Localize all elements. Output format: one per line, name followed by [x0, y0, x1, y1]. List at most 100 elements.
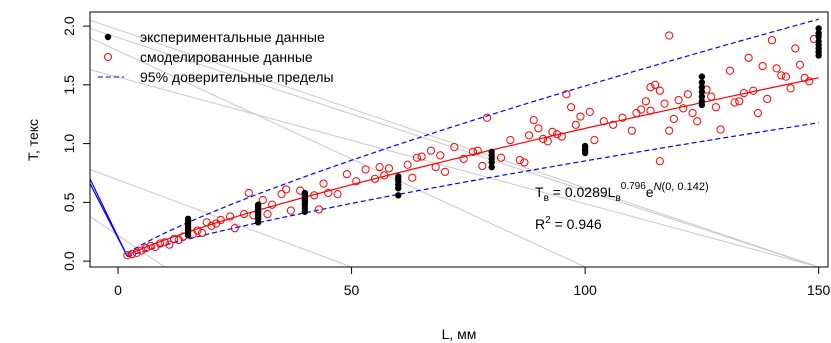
simulated-point-19: [216, 215, 225, 225]
simulated-point-72: [571, 120, 580, 129]
simulated-point-26: [263, 210, 272, 219]
simulated-point-33: [314, 205, 323, 214]
simulated-point-75: [590, 135, 599, 145]
fit-curve: [127, 77, 819, 256]
experimental-point-41: [698, 93, 706, 100]
simulated-point-88: [669, 114, 678, 124]
simulated-point-65: [538, 134, 548, 144]
legend-marker-simulated: [104, 53, 112, 61]
simulated-point-68: [552, 130, 562, 139]
y-tick-label-3: 1.5: [61, 75, 77, 95]
simulated-point-7: [155, 239, 165, 248]
x-tick-label-0: 0: [114, 282, 122, 298]
simulated-point-62: [524, 131, 534, 140]
confidence-line-upper-95: [127, 18, 819, 254]
y-tick-label-2: 1.0: [61, 134, 77, 154]
simulated-point-21: [230, 224, 239, 233]
simulated-point-11: [174, 235, 183, 245]
simulated-point-109: [777, 71, 786, 80]
simulated-point-74: [585, 107, 594, 116]
y-tick-label-0: 0.0: [61, 251, 77, 271]
experimental-point-43: [698, 84, 706, 91]
simulated-point-36: [333, 190, 342, 199]
simulated-point-47: [417, 152, 426, 161]
y-tick-label-1: 0.5: [61, 192, 77, 212]
legend-label-experimental: экспериментальные данные: [140, 29, 325, 45]
simulated-point-90: [679, 104, 688, 113]
simulated-point-80: [632, 108, 641, 118]
annotation-L-sup: 0.796: [621, 181, 646, 192]
simulated-point-44: [403, 160, 412, 169]
experimental-point-29: [395, 173, 402, 180]
simulated-point-86: [660, 99, 669, 108]
simulated-point-95: [707, 92, 716, 101]
simulated-point-105: [758, 61, 767, 71]
simulated-point-81: [637, 105, 646, 114]
background-line-0: [90, 69, 819, 267]
simulated-point-100: [735, 97, 744, 106]
confidence-line-lower-95: [127, 122, 819, 258]
simulated-point-76: [599, 117, 608, 126]
model-annotation: Tв = 0.0289Lв0.796eN(0, 0.142) R2 = 0.94…: [535, 181, 709, 232]
simulated-point-40: [370, 174, 380, 183]
annotation-R-sup: 2: [545, 215, 551, 226]
simulated-point-59: [506, 135, 515, 145]
simulated-point-73: [576, 112, 585, 121]
simulated-point-69: [557, 132, 566, 141]
simulated-point-23: [244, 188, 253, 198]
x-axis-label: L, мм: [442, 326, 477, 342]
annotation-equation: Tв = 0.0289Lв0.796eN(0, 0.142): [535, 181, 709, 204]
annotation-e-sup-args: (0, 0.142): [662, 181, 709, 193]
simulated-point-99: [730, 98, 739, 107]
simulated-point-43: [384, 164, 394, 173]
legend-label-simulated: смоделированные данные: [140, 49, 313, 65]
experimental-points: [184, 25, 822, 239]
simulated-point-98: [725, 66, 735, 75]
experimental-point-50: [815, 38, 822, 45]
simulated-point-15: [198, 228, 207, 238]
simulated-point-110: [781, 72, 791, 81]
simulated-point-78: [618, 113, 627, 122]
simulated-point-16: [202, 218, 211, 227]
simulated-point-35: [324, 188, 333, 198]
simulated-point-17: [207, 221, 216, 230]
simulated-point-14: [193, 226, 202, 235]
simulated-point-25: [258, 195, 267, 205]
solid-blue-line-1: [90, 183, 128, 257]
legend: экспериментальные данные смоделированные…: [98, 29, 334, 85]
simulated-point-111: [786, 84, 795, 93]
annotation-L-sub: в: [615, 193, 620, 204]
simulated-point-41: [375, 163, 384, 172]
experimental-point-44: [698, 79, 706, 86]
simulated-point-54: [468, 147, 478, 156]
simulated-point-32: [310, 191, 319, 200]
simulated-point-57: [482, 113, 492, 122]
legend-marker-experimental: [104, 33, 112, 41]
experimental-point-7: [184, 215, 192, 223]
simulated-point-113: [795, 60, 805, 69]
annotation-r2: R2 = 0.946: [535, 215, 602, 232]
simulated-point-60: [515, 155, 524, 165]
simulated-point-42: [380, 171, 389, 180]
simulated-point-117: [665, 126, 674, 135]
simulated-point-82: [641, 97, 650, 106]
background-line-1: [90, 27, 819, 267]
simulated-point-119: [646, 83, 655, 92]
experimental-point-52: [815, 29, 822, 37]
x-tick-label-2: 100: [573, 282, 597, 298]
simulated-point-112: [791, 44, 800, 53]
simulated-point-55: [473, 146, 482, 155]
simulated-point-107: [767, 36, 777, 45]
simulated-point-53: [459, 154, 468, 163]
simulated-point-0: [123, 251, 132, 260]
annotation-e-sup-prefix: N: [654, 181, 662, 193]
background-line-2: [90, 37, 586, 267]
experimental-point-34: [488, 148, 495, 156]
fit-line: [127, 77, 819, 256]
experimental-point-38: [581, 142, 589, 150]
annotation-e: e: [646, 184, 654, 200]
simulated-points: [123, 31, 819, 260]
simulated-point-61: [520, 158, 529, 167]
y-axis-label: T, текс: [25, 119, 41, 161]
